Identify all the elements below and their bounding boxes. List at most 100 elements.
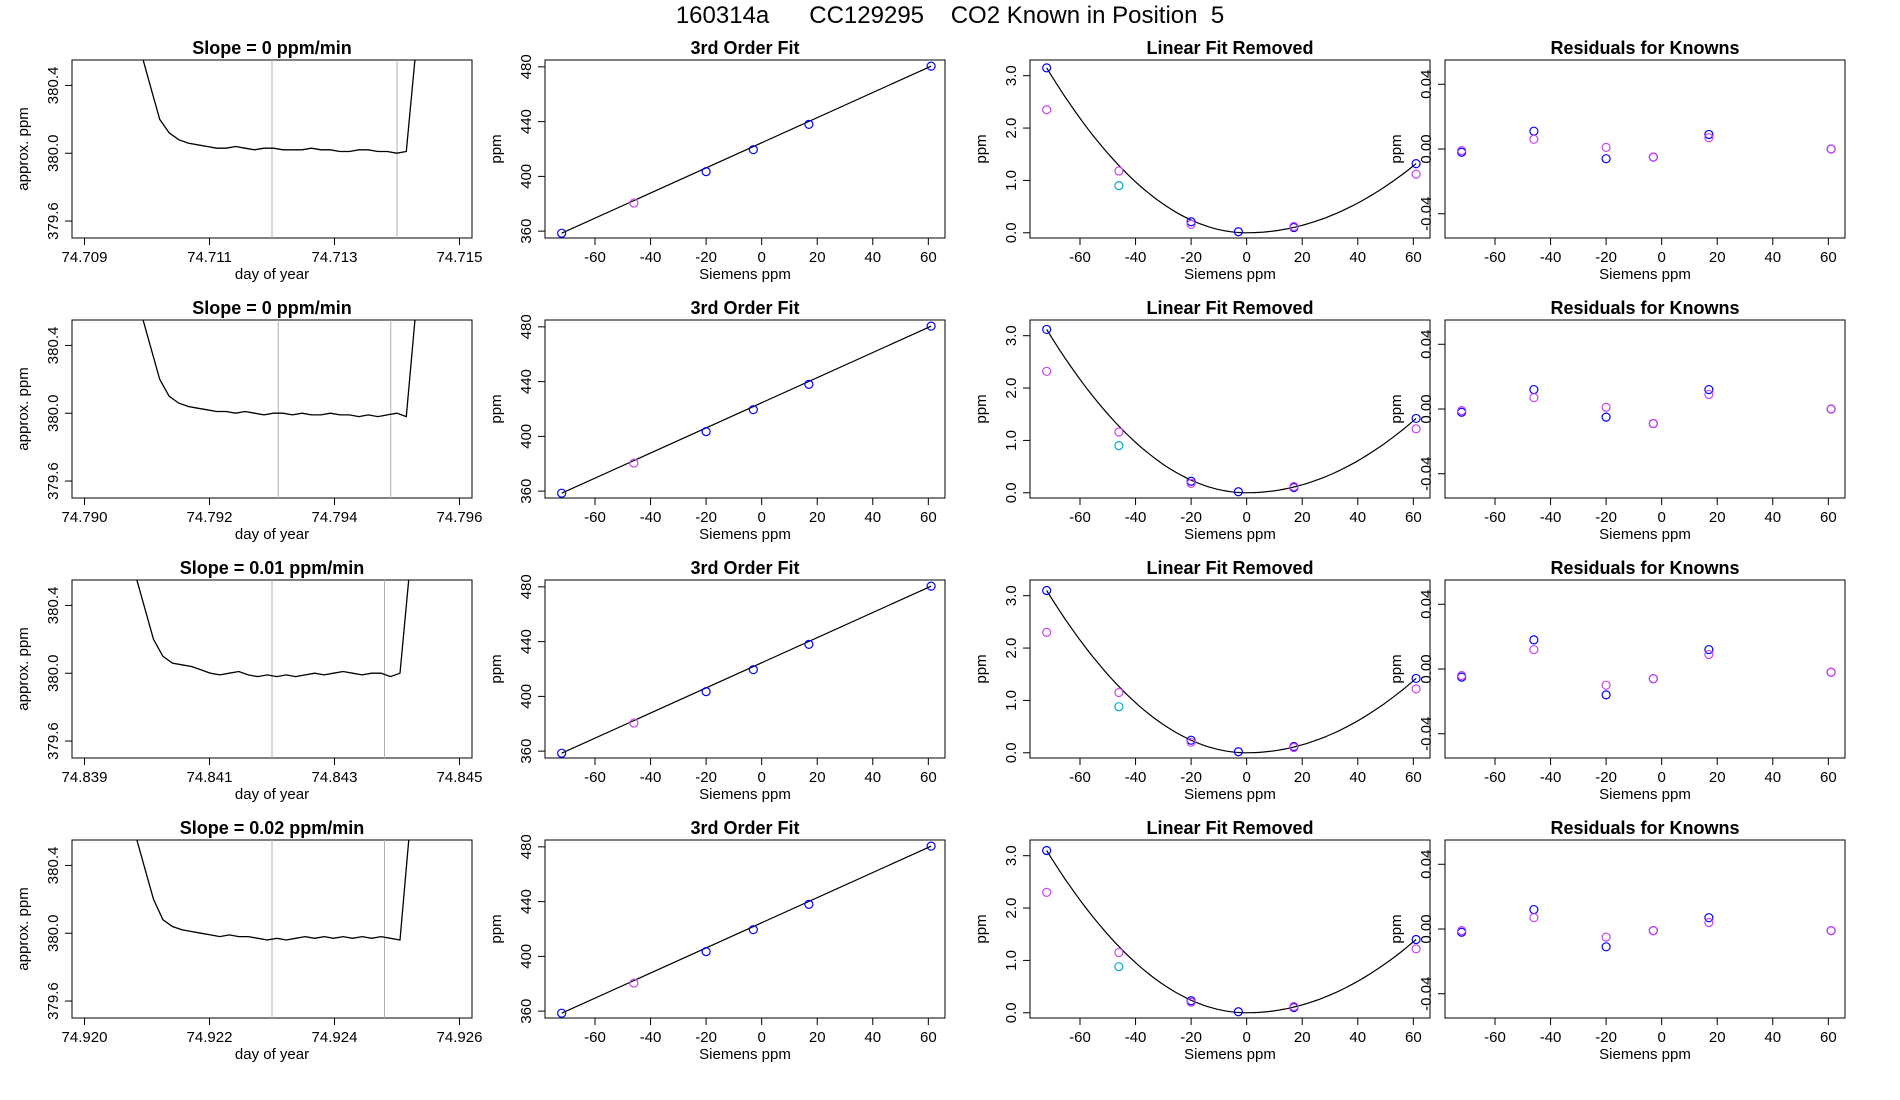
fit-line [561, 65, 932, 234]
panel-row4-fit: 3rd Order Fit -60 -40 -20 0 20 40 60 360 400 440 48… [488, 818, 946, 1063]
data-point-blue [1233, 747, 1243, 757]
x-tick-label: -60 [584, 249, 606, 266]
y-tick-label: 380.0 [45, 654, 62, 692]
data-point-magenta [1826, 926, 1836, 936]
plot-area [557, 841, 936, 1018]
plot-area [142, 60, 416, 238]
chart-title: Slope = 0 ppm/min [192, 38, 352, 58]
plot-frame [1029, 839, 1431, 1019]
y-tick-label: 480 [518, 574, 535, 599]
data-point-magenta [1042, 627, 1052, 637]
y-tick-label: 380.0 [45, 394, 62, 432]
y-tick-label: 380.4 [45, 847, 62, 885]
data-point-magenta [629, 978, 639, 988]
x-tick-label: 74.715 [437, 249, 483, 266]
fit-line [561, 585, 932, 754]
data-point-blue [1704, 644, 1714, 655]
y-tick-label: 3.0 [1003, 845, 1020, 866]
x-tick-label: -60 [1484, 509, 1506, 526]
y-tick-label: 3.0 [1003, 325, 1020, 346]
x-tick-label: -20 [695, 769, 717, 786]
data-point-blue [701, 946, 711, 957]
chart-title: 3rd Order Fit [690, 558, 799, 578]
x-tick-label: -40 [1125, 509, 1147, 526]
x-tick-label: 0 [1657, 509, 1665, 526]
x-axis-label: day of year [235, 526, 309, 543]
data-point-magenta [1411, 684, 1421, 694]
plot-area [142, 320, 416, 498]
y-tick-label: 1.0 [1003, 950, 1020, 971]
y-tick-label: 480 [518, 314, 535, 339]
data-point-magenta [1601, 680, 1611, 690]
x-tick-label: -40 [1125, 769, 1147, 786]
y-tick-label: 440 [518, 629, 535, 654]
data-point-blue [1704, 129, 1714, 140]
x-axis-label: Siemens ppm [699, 1046, 791, 1063]
panel-row1-trace: Slope = 0 ppm/min 74.709 74.711 74.713 74.71… [15, 38, 482, 283]
data-point-magenta [1411, 944, 1421, 954]
x-tick-label: 20 [809, 769, 826, 786]
y-tick-label: 2.0 [1003, 118, 1020, 139]
x-axis-label: Siemens ppm [699, 266, 791, 283]
y-tick-label: 400 [518, 164, 535, 189]
data-point-blue [804, 119, 814, 129]
plot-area [1042, 845, 1421, 1017]
data-point-magenta [1457, 406, 1467, 416]
plot-area [136, 580, 410, 758]
data-point-blue [804, 379, 814, 389]
x-tick-label: -40 [640, 1029, 662, 1046]
x-tick-label: -60 [1484, 249, 1506, 266]
y-tick-label: -0.04 [1418, 977, 1435, 1011]
y-tick-label: 440 [518, 889, 535, 914]
x-tick-label: 40 [1764, 509, 1781, 526]
x-tick-label: 60 [1405, 769, 1422, 786]
x-tick-label: 60 [1820, 1029, 1837, 1046]
y-tick-label: 0.0 [1003, 222, 1020, 243]
plot-area [557, 61, 936, 238]
x-tick-label: -20 [1180, 509, 1202, 526]
y-tick-label: 380.4 [45, 67, 62, 105]
panel-row2-linfit: Linear Fit Removed -60 -40 -20 0 20 40 60 0.0 1.0… [973, 298, 1431, 543]
x-tick-label: 60 [1405, 1029, 1422, 1046]
panel-row1-linfit: Linear Fit Removed -60 -40 -20 0 20 40 60 0.0 1.0… [973, 38, 1431, 283]
data-point-blue [1704, 384, 1714, 395]
ppm-trace-line [136, 840, 410, 941]
x-tick-label: -40 [1540, 769, 1562, 786]
x-tick-label: 0 [1242, 769, 1250, 786]
x-tick-label: 40 [1349, 509, 1366, 526]
x-tick-label: 20 [1709, 769, 1726, 786]
x-tick-label: 20 [809, 509, 826, 526]
x-tick-label: -20 [1595, 509, 1617, 526]
y-axis-label: approx. ppm [15, 107, 32, 190]
x-axis-label: Siemens ppm [1184, 786, 1276, 803]
x-tick-label: 40 [864, 249, 881, 266]
y-tick-label: 0.00 [1418, 394, 1435, 423]
data-point-magenta [1601, 932, 1611, 942]
panel-row2-fit: 3rd Order Fit -60 -40 -20 0 20 40 60 360 400 440 48… [488, 298, 946, 543]
data-point-blue [1529, 384, 1539, 395]
chart-title: 3rd Order Fit [690, 38, 799, 58]
data-point-magenta [1186, 478, 1196, 488]
panel-row4-trace: Slope = 0.02 ppm/min 74.920 74.922 74.924 74… [15, 818, 482, 1063]
y-axis-label: approx. ppm [15, 887, 32, 970]
data-point-magenta [629, 458, 639, 468]
x-tick-label: 20 [1709, 1029, 1726, 1046]
data-point-blue [748, 925, 758, 935]
y-tick-label: 380.0 [45, 914, 62, 952]
x-tick-label: 0 [757, 1029, 765, 1046]
x-tick-label: 0 [1242, 249, 1250, 266]
data-point-magenta [1826, 144, 1836, 154]
data-point-magenta [1411, 169, 1421, 179]
x-tick-label: -40 [1125, 1029, 1147, 1046]
data-point-blue [926, 841, 936, 851]
chart-title: Slope = 0.02 ppm/min [180, 818, 365, 838]
data-point-magenta [1529, 913, 1539, 923]
chart-title: Residuals for Knowns [1550, 558, 1739, 578]
fit-line [561, 325, 932, 494]
x-tick-label: -20 [1180, 1029, 1202, 1046]
x-tick-label: 60 [1405, 509, 1422, 526]
y-tick-label: 1.0 [1003, 430, 1020, 451]
ppm-trace-line [136, 580, 410, 678]
x-tick-label: 40 [864, 769, 881, 786]
